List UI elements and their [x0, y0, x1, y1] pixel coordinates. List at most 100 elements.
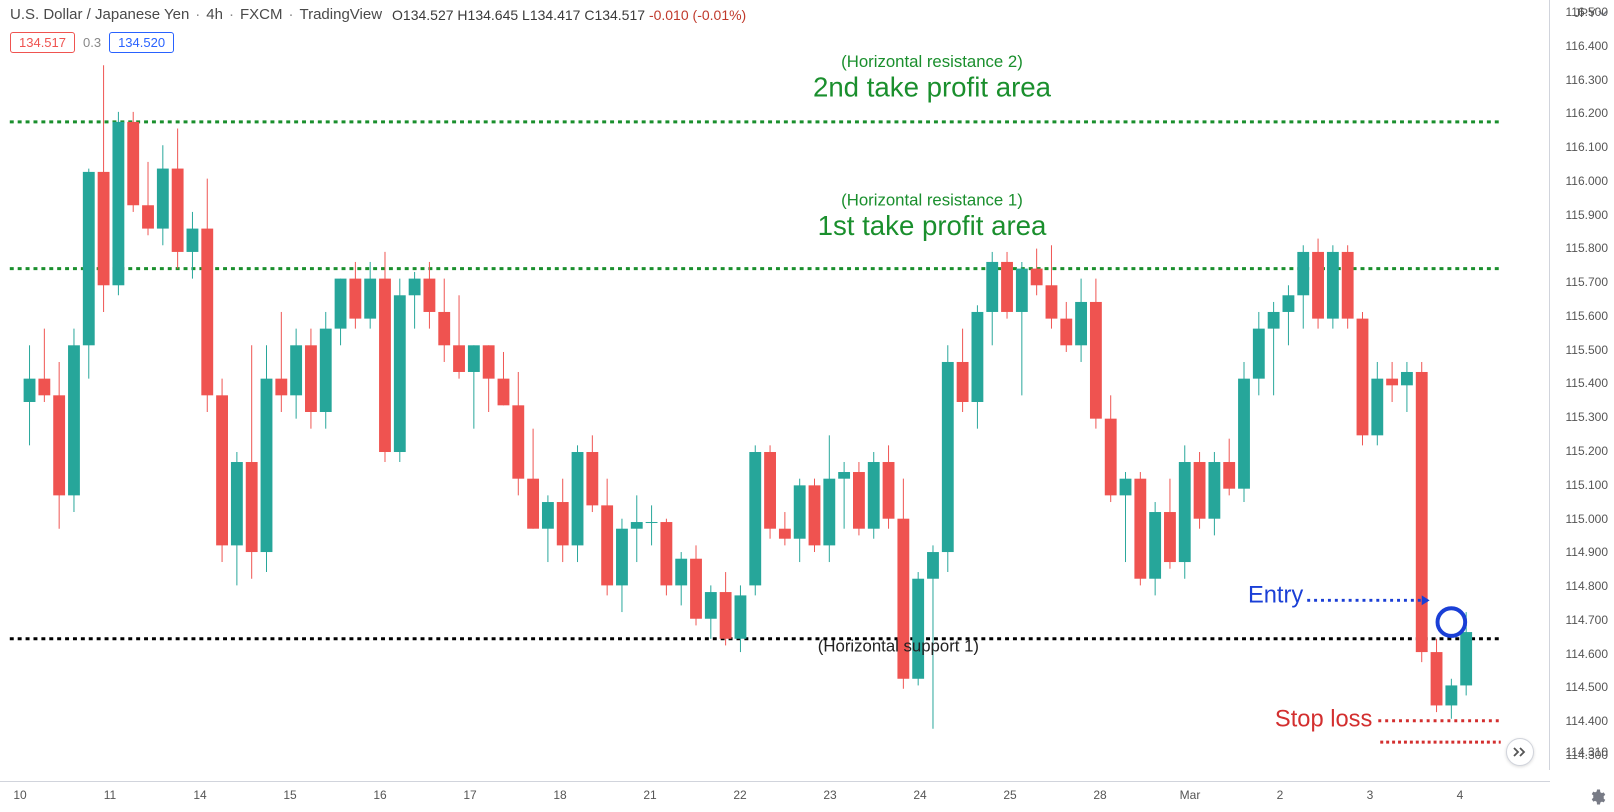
- candle-body[interactable]: [764, 452, 776, 529]
- candle-body[interactable]: [1164, 512, 1176, 562]
- scroll-to-recent-button[interactable]: [1506, 738, 1534, 766]
- candle-body[interactable]: [98, 172, 110, 285]
- candle-body[interactable]: [1090, 302, 1102, 419]
- candle-body[interactable]: [601, 505, 613, 585]
- candle-body[interactable]: [112, 122, 124, 285]
- candle-body[interactable]: [883, 462, 895, 519]
- candle-body[interactable]: [1223, 462, 1235, 489]
- candle-body[interactable]: [1060, 319, 1072, 346]
- candle-body[interactable]: [1046, 285, 1058, 318]
- candle-body[interactable]: [38, 379, 50, 396]
- candle-body[interactable]: [1105, 419, 1117, 496]
- candle-body[interactable]: [290, 345, 302, 395]
- candle-body[interactable]: [483, 345, 495, 378]
- candle-body[interactable]: [157, 169, 169, 229]
- candle-body[interactable]: [1253, 329, 1265, 379]
- candle-body[interactable]: [305, 345, 317, 412]
- candle-body[interactable]: [187, 229, 199, 252]
- candle-body[interactable]: [1327, 252, 1339, 319]
- candle-body[interactable]: [1120, 479, 1132, 496]
- candle-body[interactable]: [1075, 302, 1087, 345]
- candle-body[interactable]: [216, 395, 228, 545]
- candle-body[interactable]: [1001, 262, 1013, 312]
- candle-body[interactable]: [557, 502, 569, 545]
- candle-body[interactable]: [1194, 462, 1206, 519]
- candle-body[interactable]: [423, 279, 435, 312]
- candle-body[interactable]: [142, 205, 154, 228]
- candle-body[interactable]: [838, 472, 850, 479]
- annotation-text[interactable]: (Horizontal resistance 1): [841, 190, 1023, 209]
- candle-body[interactable]: [586, 452, 598, 505]
- candle-body[interactable]: [572, 452, 584, 545]
- candle-body[interactable]: [942, 362, 954, 552]
- candle-body[interactable]: [957, 362, 969, 402]
- candle-body[interactable]: [542, 502, 554, 529]
- candle-body[interactable]: [394, 295, 406, 452]
- candle-body[interactable]: [646, 522, 658, 523]
- candle-body[interactable]: [172, 169, 184, 252]
- candle-body[interactable]: [794, 485, 806, 538]
- candle-body[interactable]: [349, 279, 361, 319]
- annotation-text[interactable]: 2nd take profit area: [813, 72, 1052, 103]
- candle-body[interactable]: [705, 592, 717, 619]
- candle-body[interactable]: [1283, 295, 1295, 312]
- candle-body[interactable]: [912, 579, 924, 679]
- candle-body[interactable]: [735, 595, 747, 638]
- entry-circle[interactable]: [1438, 608, 1466, 636]
- y-axis[interactable]: JPY 114.300114.400114.500114.600114.7001…: [1549, 0, 1614, 770]
- annotation-text[interactable]: 1st take profit area: [818, 210, 1047, 241]
- candle-body[interactable]: [512, 405, 524, 478]
- candle-body[interactable]: [1445, 685, 1457, 705]
- annotation-text[interactable]: Stop loss: [1275, 707, 1372, 733]
- annotation-text[interactable]: Entry: [1248, 582, 1303, 608]
- candle-body[interactable]: [201, 229, 213, 396]
- candle-body[interactable]: [68, 345, 80, 495]
- candle-body[interactable]: [1297, 252, 1309, 295]
- candle-body[interactable]: [127, 122, 139, 205]
- candle-body[interactable]: [1431, 652, 1443, 705]
- candle-body[interactable]: [749, 452, 761, 585]
- candle-body[interactable]: [720, 592, 732, 639]
- candle-body[interactable]: [1031, 269, 1043, 286]
- candle-body[interactable]: [1460, 632, 1472, 685]
- candle-body[interactable]: [364, 279, 376, 319]
- candle-body[interactable]: [927, 552, 939, 579]
- candle-body[interactable]: [1179, 462, 1191, 562]
- candle-body[interactable]: [1268, 312, 1280, 329]
- candle-body[interactable]: [1371, 379, 1383, 436]
- candle-body[interactable]: [1312, 252, 1324, 319]
- candle-body[interactable]: [868, 462, 880, 529]
- candle-body[interactable]: [409, 279, 421, 296]
- candle-body[interactable]: [853, 472, 865, 529]
- candle-body[interactable]: [231, 462, 243, 545]
- candle-body[interactable]: [275, 379, 287, 396]
- candle-body[interactable]: [498, 379, 510, 406]
- candle-body[interactable]: [527, 479, 539, 529]
- candle-body[interactable]: [1401, 372, 1413, 385]
- candle-body[interactable]: [1416, 372, 1428, 652]
- candle-body[interactable]: [1016, 269, 1028, 312]
- candle-body[interactable]: [379, 279, 391, 452]
- chart-plot[interactable]: (Horizontal resistance 2)2nd take profit…: [0, 0, 1550, 782]
- candle-body[interactable]: [24, 379, 36, 402]
- candle-body[interactable]: [660, 522, 672, 585]
- candle-body[interactable]: [53, 395, 65, 495]
- candle-body[interactable]: [246, 462, 258, 552]
- candle-body[interactable]: [261, 379, 273, 552]
- candle-body[interactable]: [971, 312, 983, 402]
- candle-body[interactable]: [690, 559, 702, 619]
- candle-body[interactable]: [1149, 512, 1161, 579]
- candle-body[interactable]: [1238, 379, 1250, 489]
- candle-body[interactable]: [675, 559, 687, 586]
- candle-body[interactable]: [1386, 379, 1398, 386]
- candle-body[interactable]: [823, 479, 835, 546]
- candle-body[interactable]: [616, 529, 628, 586]
- settings-button[interactable]: [1588, 788, 1606, 806]
- candle-body[interactable]: [320, 329, 332, 412]
- candle-body[interactable]: [1357, 319, 1369, 436]
- annotation-text[interactable]: (Horizontal resistance 2): [841, 52, 1023, 71]
- candle-body[interactable]: [468, 345, 480, 372]
- candle-body[interactable]: [83, 172, 95, 345]
- candle-body[interactable]: [335, 279, 347, 329]
- candle-body[interactable]: [986, 262, 998, 312]
